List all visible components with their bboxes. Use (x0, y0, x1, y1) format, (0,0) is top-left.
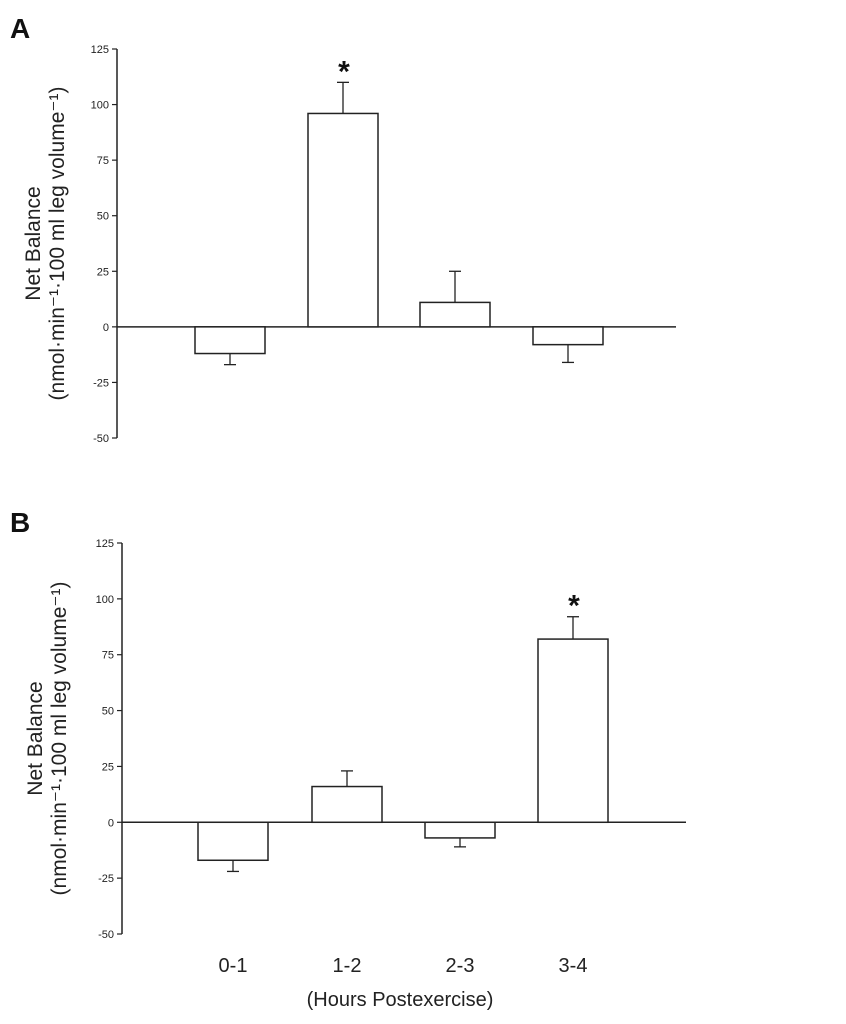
y-tick-label: 25 (97, 266, 109, 278)
y-tick-label: 75 (97, 155, 109, 167)
y-tick-label: 0 (103, 322, 109, 334)
significance-marker: * (568, 590, 580, 623)
panel-b: B 125 100 75 50 25 0 -25 -50 Net Balance (nmol·min… (10, 507, 686, 1011)
bar-1-2 (311, 785, 383, 824)
y-tick-label: -50 (98, 929, 114, 941)
y-tick-label: -50 (93, 433, 109, 445)
y-tick-label: -25 (93, 377, 109, 389)
x-tick-label: 2-3 (446, 955, 475, 977)
y-axis-label: Net Balance (24, 681, 47, 795)
bar-0-1 (197, 821, 269, 862)
y-axis-units: (nmol·min⁻¹·100 ml leg volume⁻¹) (48, 582, 71, 896)
y-axis-units: (nmol·min⁻¹·100 ml leg volume⁻¹) (46, 87, 69, 401)
bar-0-1 (194, 326, 266, 355)
panel-label: A (10, 13, 30, 44)
bar-1-2 (307, 112, 379, 328)
y-tick-label: 100 (96, 594, 114, 606)
y-tick-label: 50 (97, 211, 109, 223)
x-tick-label: 3-4 (559, 955, 588, 977)
y-tick-label: 0 (108, 817, 114, 829)
bar-2-3 (419, 301, 491, 328)
x-axis-label: (Hours Postexercise) (307, 989, 494, 1011)
y-tick-label: 125 (96, 538, 114, 550)
x-tick-label: 0-1 (219, 955, 248, 977)
x-tick-label: 1-2 (333, 955, 362, 977)
bar-2-3 (424, 821, 496, 839)
bar-3-4 (532, 326, 604, 346)
bar-3-4 (537, 638, 609, 824)
y-tick-label: 75 (102, 650, 114, 662)
y-tick-label: 50 (102, 706, 114, 718)
y-tick-label: -25 (98, 873, 114, 885)
panel-label: B (10, 507, 30, 538)
y-tick-label: 25 (102, 761, 114, 773)
y-tick-label: 100 (91, 100, 109, 112)
panel-a: A 125 100 75 50 25 0 -25 -50 Net Balance (nmol·min… (10, 13, 676, 445)
significance-marker: * (338, 55, 350, 88)
y-axis-label: Net Balance (22, 186, 45, 300)
y-tick-label: 125 (91, 44, 109, 56)
